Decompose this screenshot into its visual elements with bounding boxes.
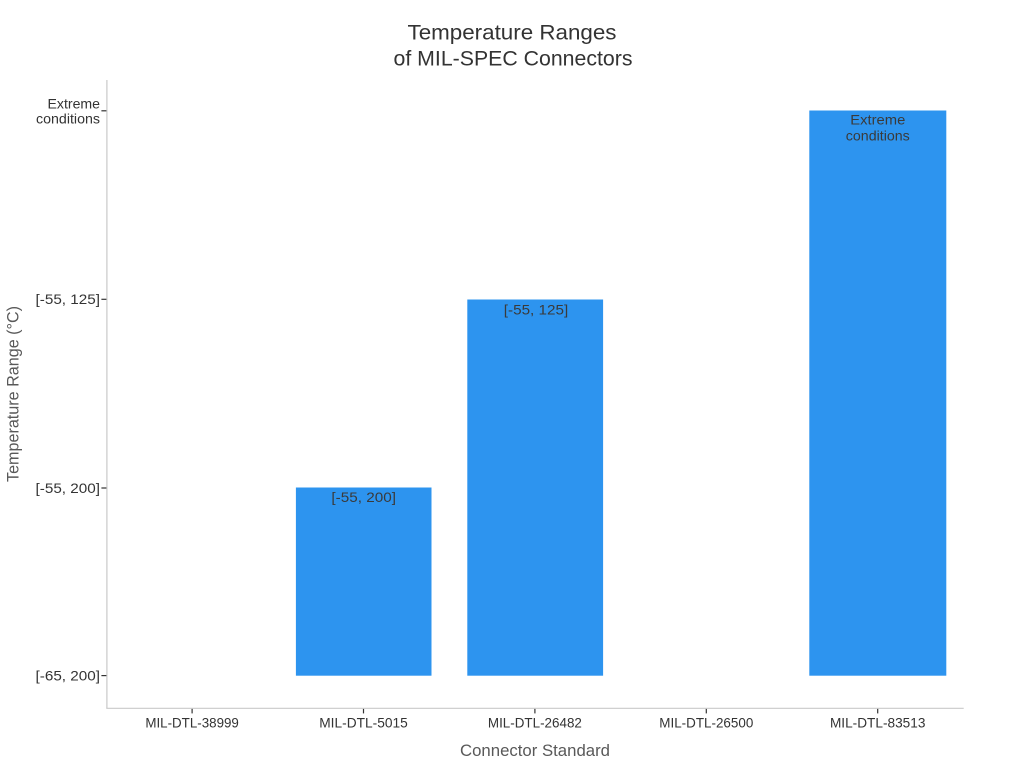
- svg-text:[-55, 200]: [-55, 200]: [36, 480, 101, 496]
- svg-text:[-65, 200]: [-65, 200]: [36, 667, 101, 683]
- svg-text:MIL-DTL-26500: MIL-DTL-26500: [659, 715, 753, 731]
- svg-text:of MIL-SPEC Connectors: of MIL-SPEC Connectors: [394, 48, 633, 71]
- svg-text:[-55, 125]: [-55, 125]: [36, 291, 101, 307]
- svg-text:MIL-DTL-26482: MIL-DTL-26482: [488, 715, 582, 731]
- svg-text:[-55, 200]: [-55, 200]: [331, 489, 396, 505]
- svg-text:MIL-DTL-38999: MIL-DTL-38999: [145, 715, 239, 731]
- svg-text:[-55, 125]: [-55, 125]: [504, 302, 569, 318]
- svg-text:Extreme: Extreme: [850, 112, 905, 128]
- svg-text:conditions: conditions: [846, 127, 910, 143]
- svg-text:Temperature Range (°C): Temperature Range (°C): [4, 306, 22, 482]
- svg-text:Connector Standard: Connector Standard: [460, 742, 610, 760]
- svg-text:MIL-DTL-83513: MIL-DTL-83513: [830, 715, 926, 731]
- svg-text:MIL-DTL-5015: MIL-DTL-5015: [319, 715, 408, 731]
- svg-text:Temperature Ranges: Temperature Ranges: [408, 22, 617, 45]
- svg-text:Extreme: Extreme: [48, 95, 101, 111]
- svg-text:conditions: conditions: [36, 111, 100, 127]
